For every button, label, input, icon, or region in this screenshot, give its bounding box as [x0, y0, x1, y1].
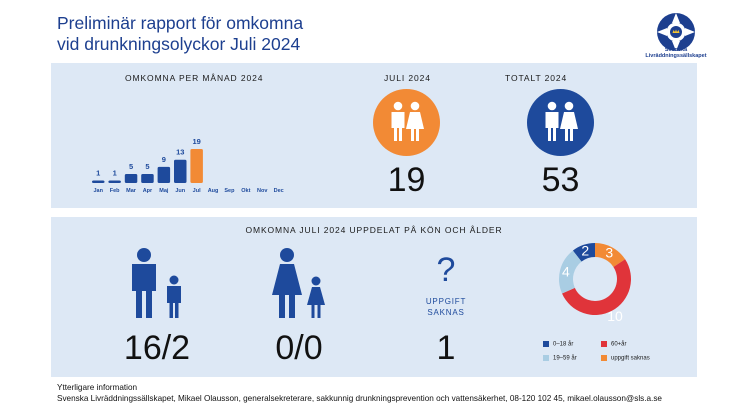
bar-maj [157, 166, 171, 183]
unknown-label: UPPGIFT SAKNAS [406, 296, 486, 318]
month-tick-label: Sep [224, 188, 235, 194]
month-tick-label: Aug [208, 188, 219, 194]
legend-label: 0–18 år [553, 341, 574, 348]
month-tick-label: Jan [94, 188, 104, 194]
month-tick-label: Jun [175, 188, 185, 194]
monthly-bar-chart: 1 Jan 1 Feb 5 Mar 5 Apr 9 Maj 13 Jun 19 Jul Aug Sep Okt N… [92, 137, 284, 194]
title-line-2: vid drunkningsolyckor Juli 2024 [57, 34, 301, 54]
breakdown-panel: OMKOMNA JULI 2024 UPPDELAT PÅ KÖN OCH ÅL… [51, 217, 697, 377]
logo-line-1: Svenska [664, 47, 688, 53]
summary-panel: OMKOMNA PER MÅNAD 2024 1 Jan 1 Feb 5 Mar 5 Apr 9… [51, 63, 697, 208]
footer-contact: Svenska Livräddningssällskapet, Mikael O… [57, 394, 662, 403]
bar-jul [190, 149, 203, 183]
legend-label: 19–59 år [553, 355, 577, 362]
july-circle [373, 89, 440, 156]
male-count: 16/2 [123, 329, 191, 367]
footer: Ytterligare information Svenska Livräddn… [57, 382, 662, 404]
female-count: 0/0 [275, 329, 323, 367]
month-tick-label: Apr [143, 188, 153, 194]
unknown-label-line-2: SAKNAS [427, 308, 465, 317]
page-title: Preliminär rapport för omkomna vid drunk… [57, 13, 303, 55]
bar-value-label: 5 [145, 162, 149, 171]
month-tick-label: Dec [274, 188, 284, 194]
month-tick-label: Nov [257, 188, 268, 194]
legend-swatch [543, 341, 549, 347]
july-total-value: 19 [387, 161, 426, 199]
total-circle [527, 89, 594, 156]
legend-item: 19–59 år [543, 355, 577, 362]
july-label: JULI 2024 [384, 73, 431, 83]
unknown-count: 1 [436, 329, 456, 367]
bar-value-label: 1 [96, 169, 100, 178]
man-boy-icon [132, 248, 181, 318]
month-tick-label: Maj [159, 188, 169, 194]
title-line-1: Preliminär rapport för omkomna [57, 13, 304, 33]
monthly-chart-title: OMKOMNA PER MÅNAD 2024 [125, 73, 264, 83]
bar-jun [174, 159, 187, 183]
month-tick-label: Feb [110, 188, 120, 194]
bar-feb [108, 180, 121, 183]
donut-slice-label: 2 [581, 243, 589, 259]
month-tick-label: Mar [126, 188, 137, 194]
donut-slice [572, 243, 595, 262]
donut-slice [562, 259, 631, 315]
logo-wordmark: Svenska Livräddningssällskapet [640, 47, 712, 59]
woman-girl-icon [272, 248, 325, 318]
footer-heading: Ytterligare information [57, 383, 138, 392]
month-tick-label: Jul [193, 188, 201, 194]
bar-value-label: 19 [192, 137, 200, 146]
year-total-value: 53 [541, 161, 580, 199]
legend-item: 0–18 år [543, 341, 573, 348]
donut-slice-label: 3 [605, 245, 613, 261]
legend-swatch [601, 341, 607, 347]
bar-value-label: 13 [176, 148, 184, 157]
bar-value-label: 9 [162, 155, 166, 164]
breakdown-title: OMKOMNA JULI 2024 UPPDELAT PÅ KÖN OCH ÅL… [245, 225, 503, 235]
donut-slice-label: 10 [607, 308, 623, 324]
legend-item: uppgift saknas [601, 355, 650, 362]
legend-swatch [601, 355, 607, 361]
donut-slice-label: 4 [562, 264, 570, 280]
age-donut-chart: 2 3 10 4 [559, 243, 631, 324]
man-woman-icon [545, 101, 578, 141]
month-tick-label: Okt [241, 188, 250, 194]
age-legend: 0–18 år 19–59 år 60+år uppgift saknas [543, 341, 663, 373]
legend-item: 60+år [601, 341, 627, 348]
legend-label: uppgift saknas [611, 355, 650, 362]
donut-slice [595, 243, 626, 267]
lifebuoy-crown-icon [657, 13, 695, 51]
bar-mar [124, 174, 138, 183]
total-label: TOTALT 2024 [505, 73, 568, 83]
unknown-label-line-1: UPPGIFT [425, 297, 467, 306]
legend-swatch [543, 355, 549, 361]
bar-value-label: 1 [113, 169, 117, 178]
bar-value-label: 5 [129, 162, 133, 171]
donut-slice [559, 250, 582, 294]
man-woman-icon [391, 101, 424, 141]
bar-apr [141, 174, 154, 183]
logo-line-2: Livräddningssällskapet [645, 53, 707, 59]
bar-jan [92, 180, 105, 183]
legend-label: 60+år [611, 341, 627, 348]
question-icon: ? [436, 251, 456, 289]
